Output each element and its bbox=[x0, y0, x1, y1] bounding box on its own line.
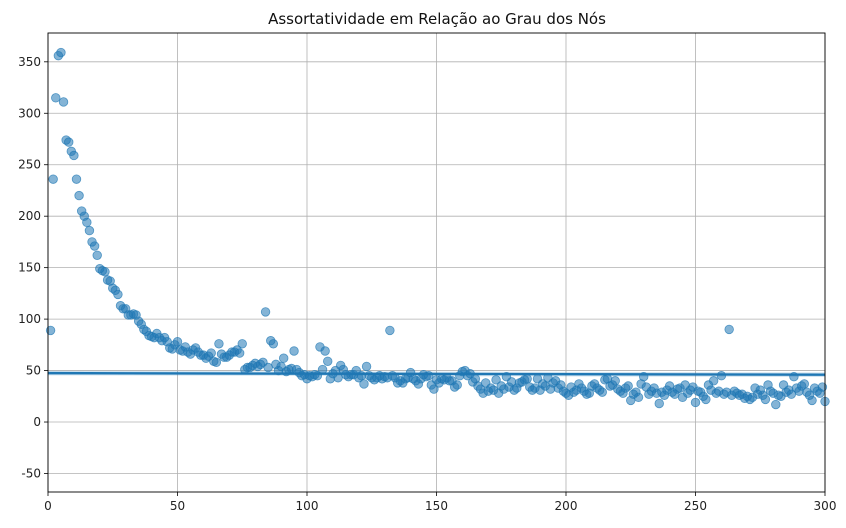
data-point bbox=[51, 93, 61, 103]
data-point bbox=[234, 348, 245, 358]
data-point bbox=[597, 387, 607, 397]
data-point bbox=[89, 241, 100, 251]
ticks: 0 50 100 150 200 250 300 -50 0 50 100 150 200 250 300 3… bbox=[18, 55, 836, 513]
data-point bbox=[56, 47, 66, 58]
y-tick-label: 150 bbox=[18, 261, 41, 275]
data-point bbox=[64, 137, 74, 147]
data-point bbox=[654, 398, 664, 409]
data-point bbox=[610, 376, 620, 386]
data-point bbox=[708, 376, 719, 386]
data-point bbox=[760, 394, 771, 405]
data-point bbox=[92, 250, 102, 260]
data-point bbox=[522, 374, 532, 384]
grid bbox=[47, 33, 826, 492]
data-point bbox=[289, 346, 299, 356]
data-point bbox=[701, 394, 711, 405]
data-point bbox=[48, 174, 58, 184]
data-point bbox=[263, 362, 273, 373]
y-tick-label: 50 bbox=[26, 364, 41, 378]
y-tick-label: 300 bbox=[18, 106, 41, 120]
data-point bbox=[323, 356, 333, 366]
data-point bbox=[84, 225, 95, 236]
data-point bbox=[429, 384, 439, 394]
data-point bbox=[361, 361, 372, 372]
x-tick-label: 150 bbox=[425, 499, 448, 513]
data-point bbox=[799, 379, 809, 389]
data-point bbox=[452, 380, 462, 390]
chart-title: Assortatividade em Relação ao Grau dos N… bbox=[268, 10, 606, 28]
data-point bbox=[100, 267, 110, 277]
data-point bbox=[214, 339, 224, 349]
data-point bbox=[690, 397, 701, 408]
y-tick-label: 250 bbox=[18, 158, 41, 172]
regression-line-group bbox=[47, 371, 826, 376]
y-tick-label: 200 bbox=[18, 209, 41, 223]
data-point bbox=[771, 399, 781, 410]
data-point bbox=[268, 339, 279, 349]
regression-line bbox=[47, 371, 826, 376]
data-point bbox=[206, 348, 216, 358]
x-tick-label: 250 bbox=[684, 499, 707, 513]
x-tick-label: 100 bbox=[296, 499, 319, 513]
data-point bbox=[385, 325, 395, 336]
data-point bbox=[716, 371, 727, 381]
x-tick-label: 300 bbox=[814, 499, 837, 513]
y-tick-label: 100 bbox=[18, 312, 41, 326]
data-point bbox=[623, 381, 633, 391]
data-point bbox=[82, 217, 92, 228]
scatter-points bbox=[45, 47, 830, 410]
data-point bbox=[491, 375, 501, 385]
y-tick-label: 350 bbox=[18, 55, 41, 69]
data-point bbox=[807, 395, 817, 406]
data-point bbox=[278, 353, 289, 363]
data-point bbox=[211, 357, 222, 368]
x-tick-label: 50 bbox=[170, 499, 185, 513]
data-point bbox=[74, 190, 84, 201]
data-point bbox=[633, 392, 644, 403]
y-tick-label: -50 bbox=[21, 466, 41, 480]
x-tick-label: 200 bbox=[555, 499, 578, 513]
data-point bbox=[58, 97, 69, 107]
data-point bbox=[237, 339, 247, 349]
x-tick-label: 0 bbox=[44, 499, 52, 513]
data-point bbox=[172, 337, 183, 347]
data-point bbox=[260, 307, 271, 317]
data-point bbox=[359, 379, 369, 389]
data-point bbox=[71, 174, 82, 184]
data-point bbox=[113, 289, 123, 300]
data-point bbox=[69, 150, 79, 161]
data-point bbox=[320, 346, 330, 356]
data-point bbox=[724, 324, 734, 335]
y-tick-label: 0 bbox=[33, 415, 41, 429]
